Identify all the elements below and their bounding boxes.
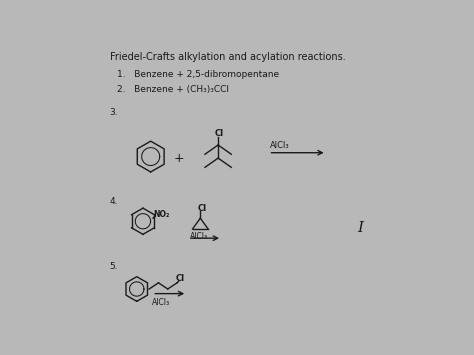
Text: 5.: 5. xyxy=(109,262,118,271)
Text: +: + xyxy=(174,152,184,165)
Text: AlCl₃: AlCl₃ xyxy=(152,298,170,307)
Text: Friedel-Crafts alkylation and acylation reactions.: Friedel-Crafts alkylation and acylation … xyxy=(109,52,346,62)
Text: Cl: Cl xyxy=(197,204,206,213)
Text: AlCl₃: AlCl₃ xyxy=(270,141,290,150)
Text: Cl: Cl xyxy=(214,129,223,138)
Text: 3.: 3. xyxy=(109,108,118,117)
Text: I: I xyxy=(357,221,364,235)
Text: 2.   Benzene + (CH₃)₃CCl: 2. Benzene + (CH₃)₃CCl xyxy=(118,85,229,94)
Text: AlCl₃: AlCl₃ xyxy=(190,232,208,241)
Text: Cl: Cl xyxy=(175,274,185,283)
Text: 4.: 4. xyxy=(109,197,118,206)
Text: 1.   Benzene + 2,5-dibromopentane: 1. Benzene + 2,5-dibromopentane xyxy=(118,70,280,78)
Text: NO₂: NO₂ xyxy=(153,211,169,219)
